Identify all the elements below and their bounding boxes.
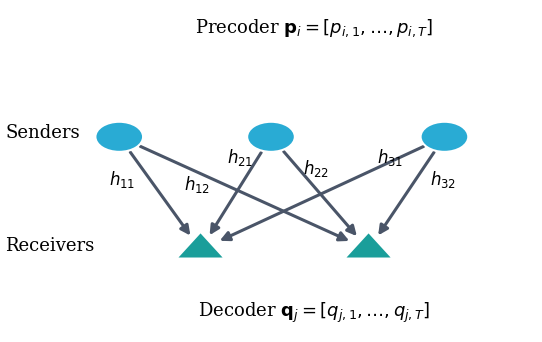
Text: $h_{32}$: $h_{32}$	[430, 169, 456, 190]
Text: $h_{31}$: $h_{31}$	[377, 147, 403, 168]
Text: Decoder $\mathbf{q}_j = [q_{j,1}, \ldots, q_{j,T}]$: Decoder $\mathbf{q}_j = [q_{j,1}, \ldots…	[198, 301, 430, 325]
Text: $h_{21}$: $h_{21}$	[227, 147, 253, 168]
Circle shape	[247, 122, 295, 152]
Text: $h_{12}$: $h_{12}$	[184, 174, 210, 195]
Text: Precoder $\mathbf{p}_i = [p_{i,1}, \ldots, p_{i,T}]$: Precoder $\mathbf{p}_i = [p_{i,1}, \ldot…	[195, 17, 434, 39]
Text: $h_{22}$: $h_{22}$	[303, 158, 330, 179]
Circle shape	[421, 122, 468, 152]
Text: Receivers: Receivers	[5, 237, 95, 255]
Text: $h_{11}$: $h_{11}$	[109, 169, 135, 190]
Circle shape	[95, 122, 143, 152]
Text: Senders: Senders	[5, 124, 80, 142]
